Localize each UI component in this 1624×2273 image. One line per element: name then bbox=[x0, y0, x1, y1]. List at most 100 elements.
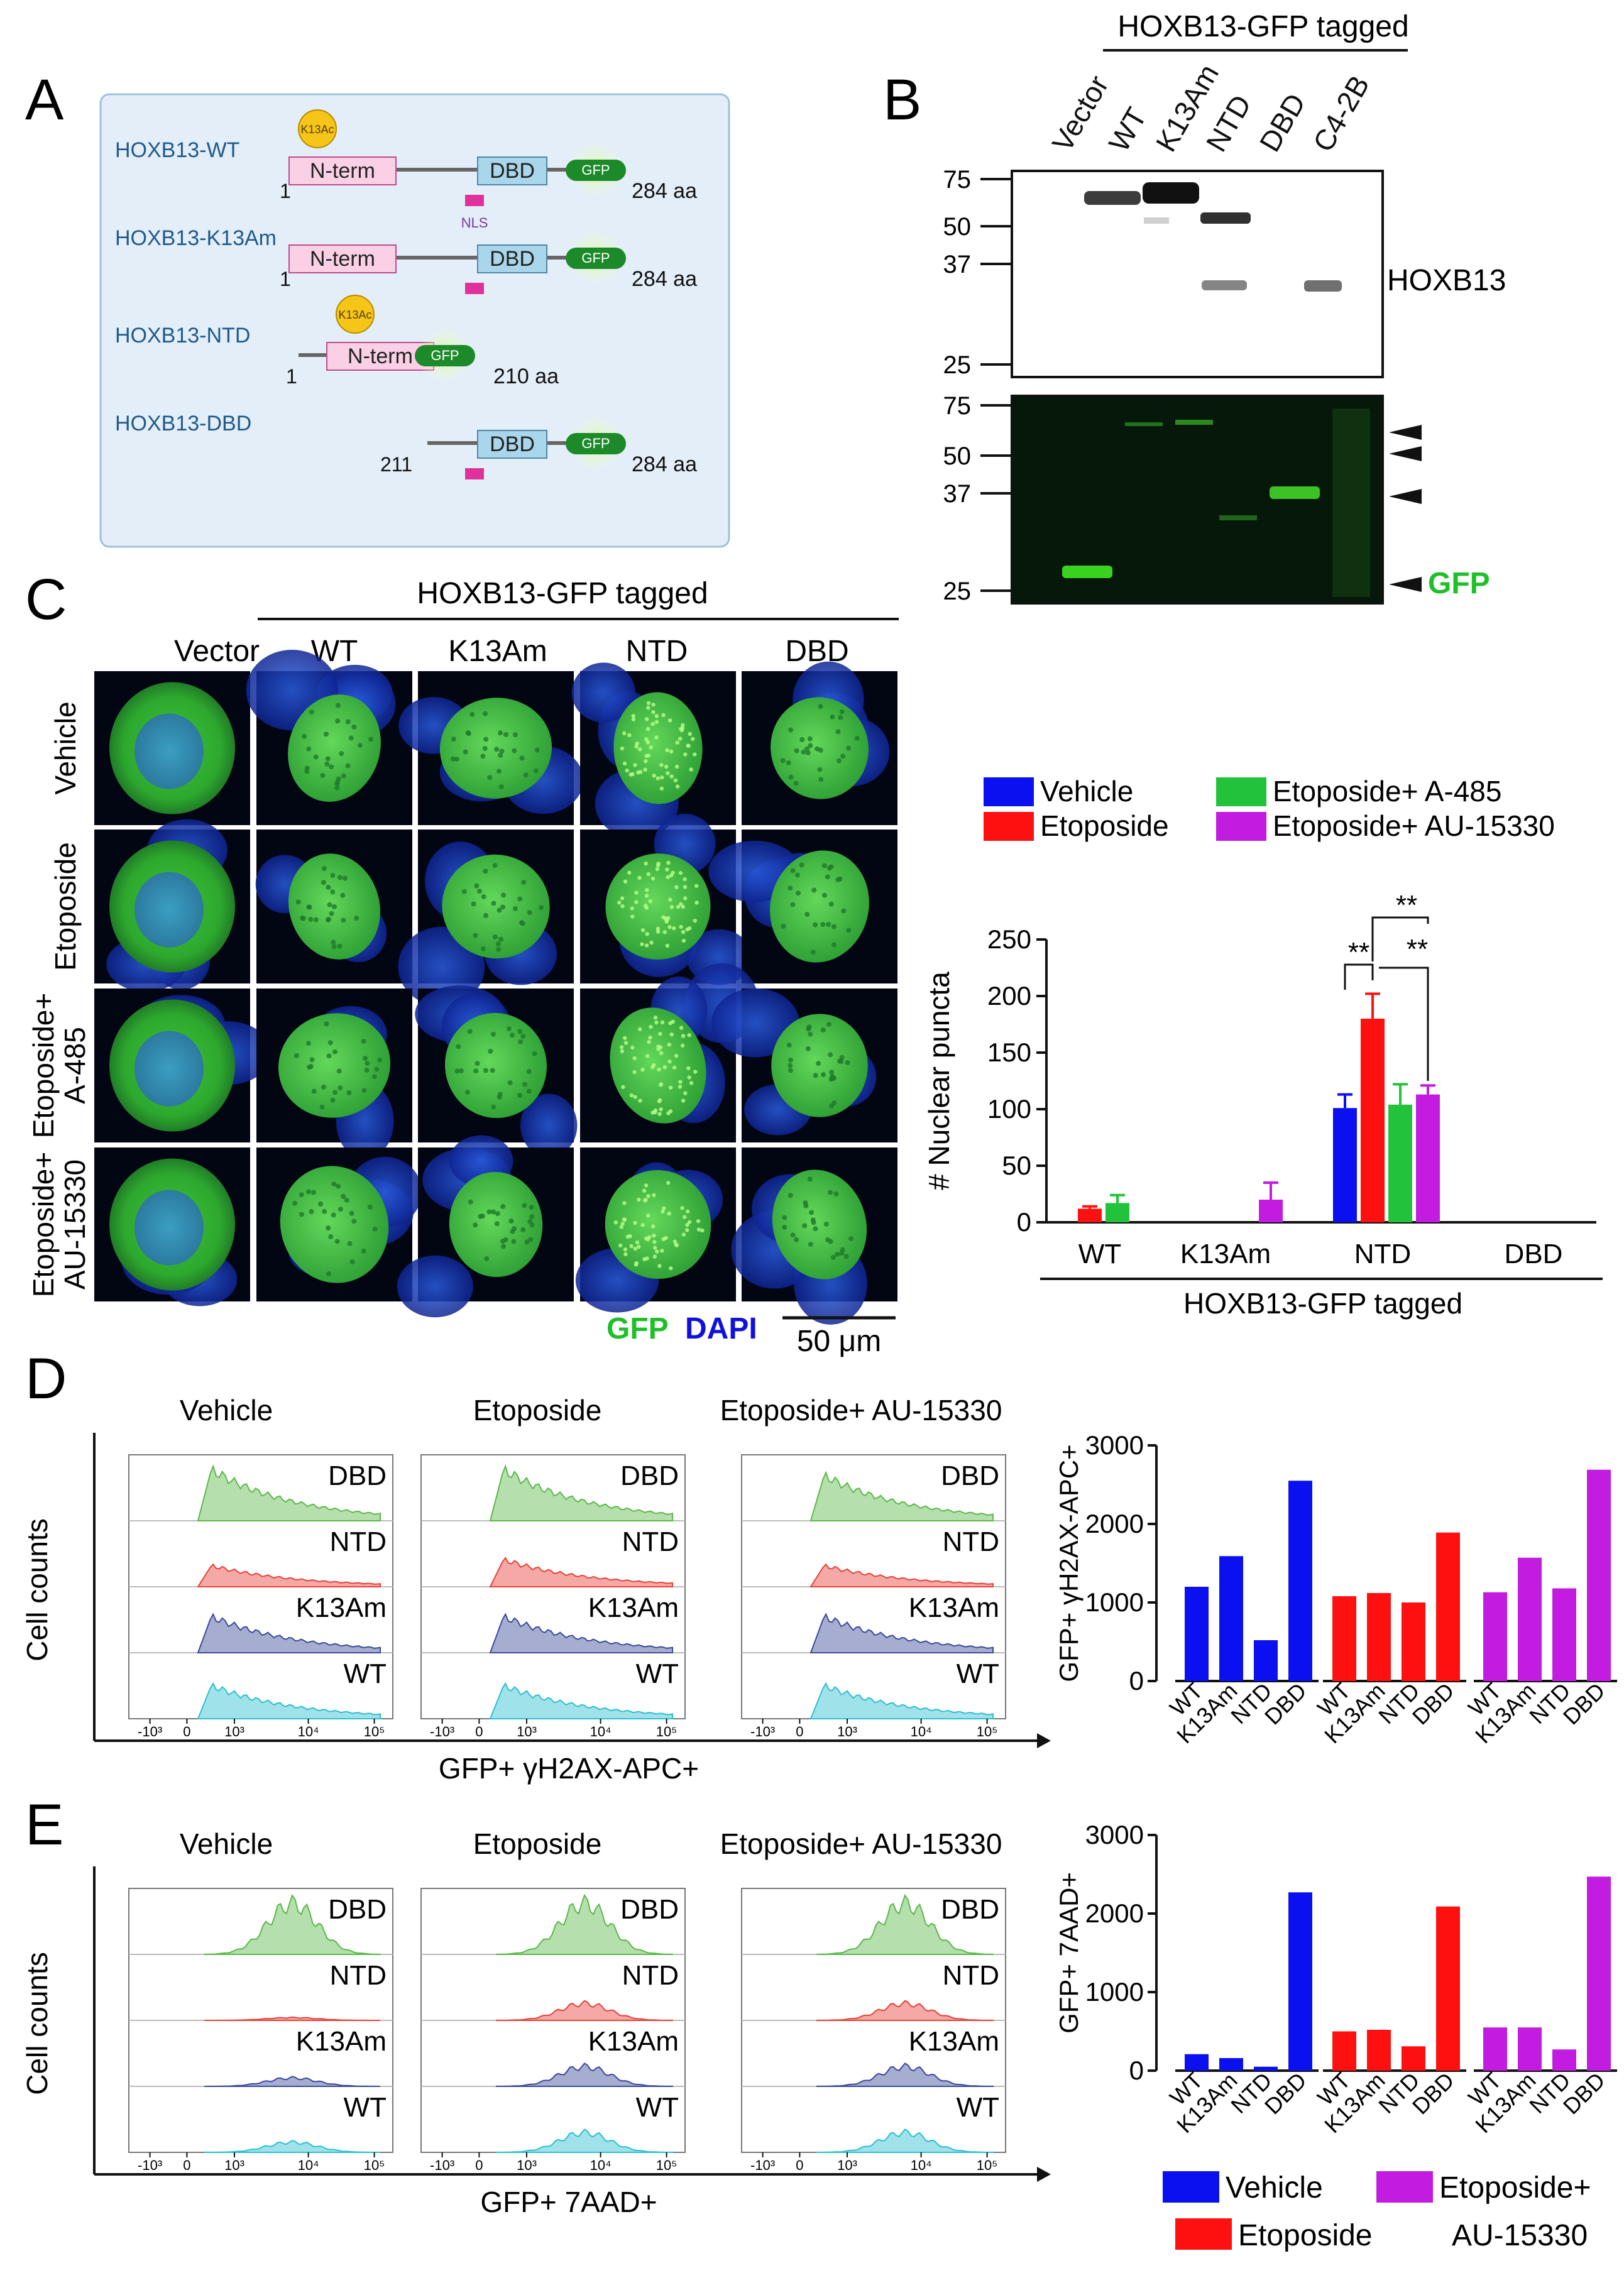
domain-dbd bbox=[477, 430, 547, 459]
nuclear-puncta bbox=[640, 1223, 645, 1227]
nuclear-puncta bbox=[664, 764, 669, 769]
nuclear-puncta bbox=[337, 1085, 343, 1091]
construct-length: 284 aa bbox=[632, 452, 697, 476]
nuclear-puncta bbox=[321, 880, 326, 885]
lane-label-5: C4-2B bbox=[1307, 70, 1376, 157]
gfp-band-vector bbox=[1062, 566, 1112, 578]
nuclear-puncta bbox=[490, 1068, 495, 1073]
nuclear-puncta bbox=[652, 1233, 656, 1238]
nuclear-puncta bbox=[465, 730, 471, 736]
D-bar-ytick-label: 2000 bbox=[1085, 1509, 1144, 1538]
nuclear-puncta bbox=[813, 1073, 818, 1078]
nuclear-puncta bbox=[839, 1054, 845, 1060]
nuclear-puncta bbox=[483, 711, 488, 716]
domain-nterm-label: N-term bbox=[310, 159, 375, 183]
nuclear-puncta bbox=[654, 735, 659, 740]
nuclear-puncta bbox=[645, 740, 650, 745]
E-track-label-NTD: NTD bbox=[330, 1960, 387, 1991]
flow-xtick-label: 0 bbox=[796, 1724, 803, 1739]
nuclear-puncta bbox=[665, 748, 669, 752]
nuclear-puncta bbox=[650, 876, 656, 881]
nuclear-puncta bbox=[450, 756, 456, 762]
c-ytick-label: 100 bbox=[987, 1094, 1031, 1124]
nuclear-puncta bbox=[336, 776, 341, 782]
nuclear-puncta bbox=[361, 1038, 366, 1044]
nuclear-puncta bbox=[806, 1026, 811, 1032]
nuclear-puncta bbox=[782, 1225, 787, 1230]
panel-letter-b: B bbox=[883, 68, 921, 132]
nuclear-puncta bbox=[668, 897, 672, 902]
nuclear-puncta bbox=[790, 902, 796, 907]
nuclear-puncta bbox=[685, 1223, 689, 1227]
D-track-label-K13Am: K13Am bbox=[296, 1592, 387, 1623]
nuclear-puncta bbox=[787, 1063, 793, 1068]
nuclear-puncta bbox=[328, 1234, 334, 1240]
nuclear-puncta bbox=[828, 901, 834, 907]
nuclear-puncta bbox=[644, 894, 649, 898]
nuclear-puncta bbox=[337, 943, 343, 949]
nuclear-puncta bbox=[790, 1232, 796, 1238]
nuclear-puncta bbox=[662, 1206, 666, 1210]
E-hist-NTD bbox=[816, 2000, 994, 2021]
D-x-arrow bbox=[1037, 1733, 1051, 1748]
nuclear-puncta bbox=[816, 1061, 821, 1066]
nuclear-puncta bbox=[644, 1183, 649, 1188]
scale-bar-label: 50 μm bbox=[797, 1325, 881, 1358]
nuclear-puncta bbox=[484, 1256, 490, 1261]
nuclear-puncta bbox=[495, 941, 501, 947]
nuclear-puncta bbox=[334, 781, 340, 787]
nuclear-puncta bbox=[668, 1021, 672, 1026]
nuclear-puncta bbox=[306, 746, 312, 752]
nuclear-puncta bbox=[622, 761, 627, 766]
nuclear-puncta bbox=[311, 1088, 317, 1094]
sig-label-3: ** bbox=[1407, 934, 1428, 965]
nuclear-puncta bbox=[680, 1043, 685, 1048]
flow-xtick-label: 10⁵ bbox=[977, 1724, 998, 1739]
sig-label-1: ** bbox=[1348, 937, 1369, 968]
micrograph-r1-c2 bbox=[398, 830, 574, 1007]
nuclear-puncta bbox=[354, 916, 359, 921]
nuclear-puncta bbox=[292, 1200, 298, 1206]
nuclear-puncta bbox=[786, 1042, 792, 1048]
nuclear-puncta bbox=[319, 1104, 325, 1110]
nuclear-puncta bbox=[657, 1098, 662, 1102]
nuclear-puncta bbox=[835, 1251, 840, 1257]
nuclear-puncta bbox=[529, 1213, 535, 1219]
micrograph-r3-c1 bbox=[256, 1147, 422, 1301]
flow-xtick-label: 10³ bbox=[837, 2157, 857, 2173]
k13ac-label: K13Ac bbox=[338, 309, 371, 321]
E-track-label-WT: WT bbox=[344, 2092, 387, 2123]
micrograph-r0-c4 bbox=[742, 661, 897, 825]
nuclear-puncta bbox=[519, 755, 525, 761]
construct-4: HOXB13-DBD DBD GFP 211 284 aa bbox=[115, 412, 697, 479]
nuclear-puncta bbox=[689, 767, 693, 772]
nuclear-puncta bbox=[693, 752, 697, 757]
D-bar-ylabel: GFP+ γH2AX-APC+ bbox=[1054, 1444, 1084, 1682]
nuclear-puncta bbox=[644, 759, 648, 764]
blot-gfp-bands bbox=[1062, 408, 1370, 597]
construct-1: HOXB13-WT N-term DBD GFP K13Ac NLS 1 284 aa bbox=[115, 109, 697, 231]
D-bar-bar-Etoposide+ AU-15330-DBD bbox=[1587, 1469, 1611, 1681]
nuclear-puncta bbox=[529, 1222, 535, 1228]
E-bar-bar-Vehicle-WT bbox=[1185, 2054, 1209, 2071]
nuclear-puncta bbox=[348, 735, 354, 741]
panel-letter-e: E bbox=[25, 1793, 63, 1857]
E-histogram-2: DBD NTD K13Am WT -10³ 0 10³ 10⁴ 10⁵ bbox=[741, 1888, 1006, 2173]
lane-label-1: WT bbox=[1102, 102, 1153, 157]
E-bar-bar-Vehicle-DBD bbox=[1288, 1892, 1312, 2071]
nuclear-puncta bbox=[656, 776, 661, 780]
nuclear-puncta bbox=[685, 1228, 689, 1232]
nuclear-puncta bbox=[533, 768, 539, 774]
nuclear-puncta bbox=[613, 1220, 618, 1225]
mw-top-25: 25 bbox=[943, 351, 972, 379]
blot-label-hoxb13: HOXB13 bbox=[1387, 264, 1506, 297]
D-hist-NTD bbox=[809, 1563, 994, 1587]
nuclear-puncta bbox=[523, 772, 529, 778]
flow-xtick-label: 10⁵ bbox=[364, 2157, 385, 2173]
nuclear-puncta bbox=[646, 753, 651, 758]
nuclear-puncta bbox=[787, 1057, 793, 1063]
c-bar-WT-1 bbox=[1078, 1208, 1102, 1222]
nuclear-puncta bbox=[659, 763, 664, 767]
flow-xtick-label: 10⁴ bbox=[298, 2157, 319, 2173]
